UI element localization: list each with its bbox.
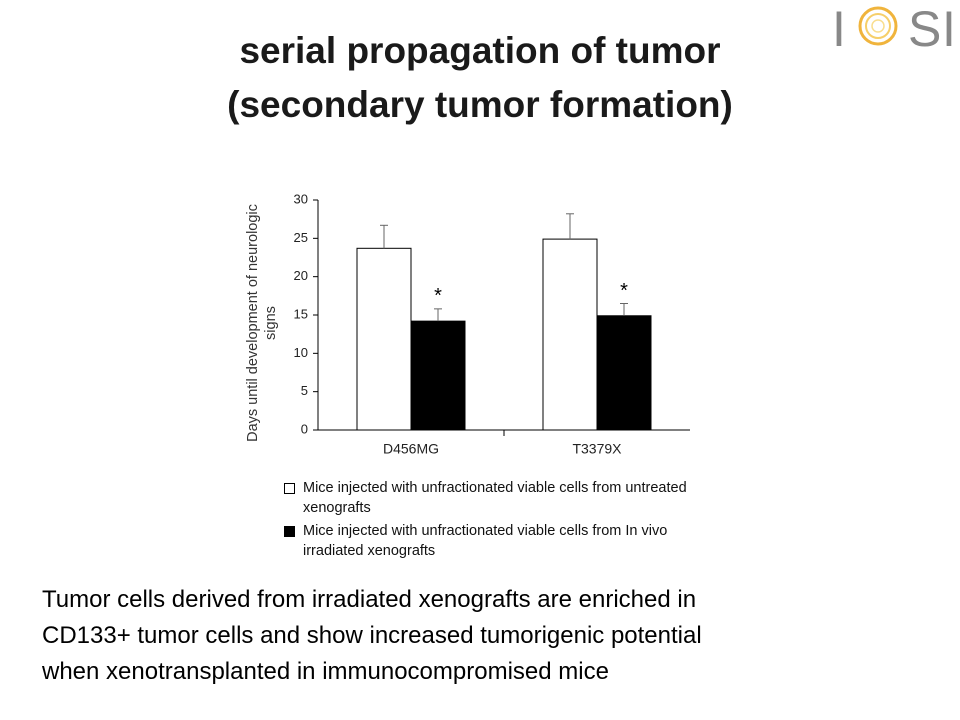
title-line: serial propagation of tumor: [239, 30, 721, 71]
y-tick-label: 10: [294, 345, 308, 360]
logo-letter: I: [832, 1, 846, 57]
legend-entry: Mice injected with unfractionated viable…: [303, 480, 687, 516]
y-tick-label: 15: [294, 306, 308, 321]
x-tick-label: T3379X: [572, 441, 622, 457]
logo-letter: S: [908, 1, 942, 57]
bar: [542, 238, 598, 431]
y-tick-label: 5: [301, 383, 308, 398]
body-line: CD133+ tumor cells and show increased tu…: [42, 622, 702, 649]
legend-swatch: [284, 483, 295, 494]
x-tick-label: D456MG: [383, 441, 439, 457]
y-tick-label: 30: [294, 191, 308, 206]
bar: [410, 320, 466, 431]
logo-letter: I: [942, 1, 956, 57]
y-axis-label: Days until development of neurologic sig…: [245, 204, 279, 442]
significance-marker: *: [620, 280, 628, 302]
body-line: when xenotransplanted in immunocompromis…: [42, 658, 609, 685]
legend-entry: Mice injected with unfractionated viable…: [303, 523, 668, 559]
logo-circle: [858, 6, 898, 46]
y-tick-label: 20: [294, 268, 308, 283]
body-line: Tumor cells derived from irradiated xeno…: [42, 586, 697, 613]
title-line: (secondary tumor formation): [227, 84, 733, 125]
bar: [596, 315, 652, 431]
legend-swatch: [284, 526, 295, 537]
y-tick-label: 25: [294, 230, 308, 245]
y-tick-label: 0: [301, 421, 308, 436]
significance-marker: *: [434, 285, 442, 307]
bar: [356, 247, 412, 431]
